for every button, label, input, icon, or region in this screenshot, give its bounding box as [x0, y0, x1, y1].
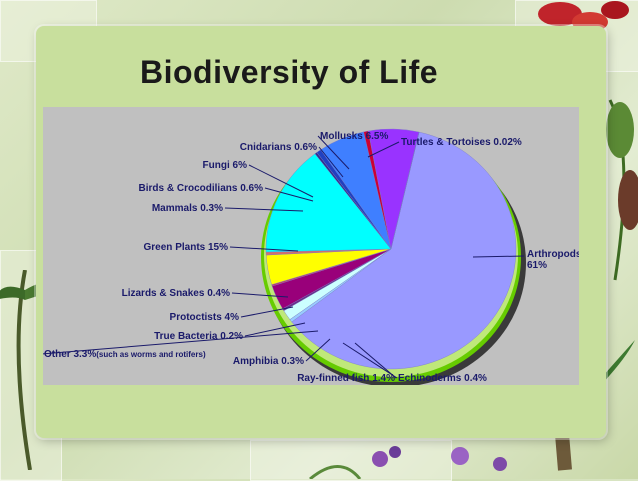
leader-line-cnidarians — [318, 146, 344, 178]
slice-label-true-bacteria: True Bacteria 0.2% — [154, 331, 243, 342]
slice-label-turtles-tortoises: Turtles & Tortoises 0.02% — [401, 137, 522, 148]
pie-slice-arthropods — [291, 131, 517, 370]
leader-line-protoctists — [240, 306, 294, 318]
slide-title: Biodiversity of Life — [140, 54, 439, 90]
slice-label-green-plants: Green Plants 15% — [144, 242, 229, 253]
leader-line-mollusks — [317, 135, 350, 170]
slice-label-amphibia: Amphibia 0.3% — [233, 356, 304, 367]
slice-label-other: Other 3.3%(such as worms and rotifers) — [44, 349, 206, 360]
leader-line-green-plants — [229, 246, 299, 252]
leader-line-fungi — [248, 164, 314, 198]
pie-slice-green-plants — [265, 153, 392, 253]
leader-line-lizards-snakes — [231, 292, 289, 298]
leader-line-mammals — [224, 207, 304, 212]
slice-label-mammals: Mammals 0.3% — [152, 203, 223, 214]
leaf-plant-illustration — [606, 99, 638, 281]
slice-label-echinoderms: Echinoderms 0.4% — [398, 373, 487, 384]
chart-area: Arthropods 61% Echinoderms 0.4% Ray-finned … — [43, 107, 579, 385]
leader-line-ray-finned-fish — [342, 342, 398, 379]
slice-label-arthropods: Arthropods 61% — [527, 249, 579, 271]
flowers-bottom-illustration — [309, 446, 507, 479]
slice-label-protoctists: Protoctists 4% — [170, 312, 240, 323]
leader-line-other — [43, 330, 319, 355]
leader-line-amphibia — [305, 338, 331, 362]
leader-line-echinoderms — [354, 342, 397, 379]
leader-line-turtles-tortoises — [367, 141, 400, 158]
pie-slice-turtles-tortoises — [390, 131, 420, 250]
leader-line-arthropods — [472, 255, 525, 258]
slice-label-fungi: Fungi 6% — [203, 160, 248, 171]
slice-label-ray-finned-fish: Ray-finned fish 1.4% — [297, 373, 395, 384]
slice-label-lizards-snakes: Lizards & Snakes 0.4% — [122, 288, 230, 299]
leader-line-true-bacteria — [244, 322, 306, 337]
leader-line-birds-crocodilians — [264, 187, 314, 202]
slice-label-mollusks: Mollusks 6.5% — [320, 131, 388, 142]
slice-label-birds-crocodilians: Birds & Crocodilians 0.6% — [139, 183, 264, 194]
slice-label-cnidarians: Cnidarians 0.6% — [240, 142, 317, 153]
pie-chart: Arthropods 61% Echinoderms 0.4%Ray-finned … — [43, 128, 579, 385]
